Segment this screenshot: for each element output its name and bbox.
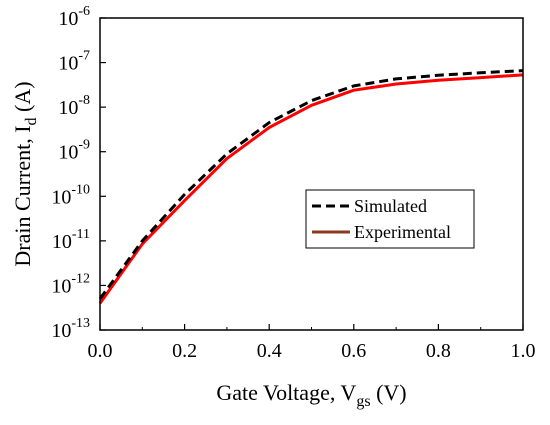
y-tick-label: 10-9 [58,138,90,164]
x-tick-label: 0.6 [341,340,366,362]
x-tick-label: 0.8 [426,340,451,362]
x-tick-label: 0.0 [88,340,113,362]
x-tick-label: 1.0 [511,340,536,362]
x-tick-label: 0.2 [172,340,197,362]
axes: 0.0 0.2 0.4 0.6 0.8 1.0 10-13 10-12 10-11 10-10 10… [10,4,536,410]
y-axis-title: Drain Current, Id (A) [10,81,40,266]
legend-label-simulated: Simulated [354,196,427,216]
series-line-simulated [98,69,524,300]
y-tick-label: 10-13 [51,316,90,342]
legend-label-experimental: Experimental [354,222,451,242]
x-axis-title: Gate Voltage, Vgs (V) [216,380,406,410]
y-tick-label: 10-11 [52,227,90,253]
y-tick-label: 10-6 [58,4,90,30]
y-tick-label: 10-12 [51,271,90,297]
x-tick-label: 0.4 [257,340,282,362]
series-layer [98,69,524,305]
legend-box [305,189,475,249]
legend: Simulated Experimental [305,189,475,249]
y-tick-label: 10-10 [51,182,90,208]
series-line-experimental [98,73,524,305]
plot-frame [99,17,524,331]
y-tick-label: 10-7 [58,49,90,75]
y-tick-label: 10-8 [58,93,90,119]
